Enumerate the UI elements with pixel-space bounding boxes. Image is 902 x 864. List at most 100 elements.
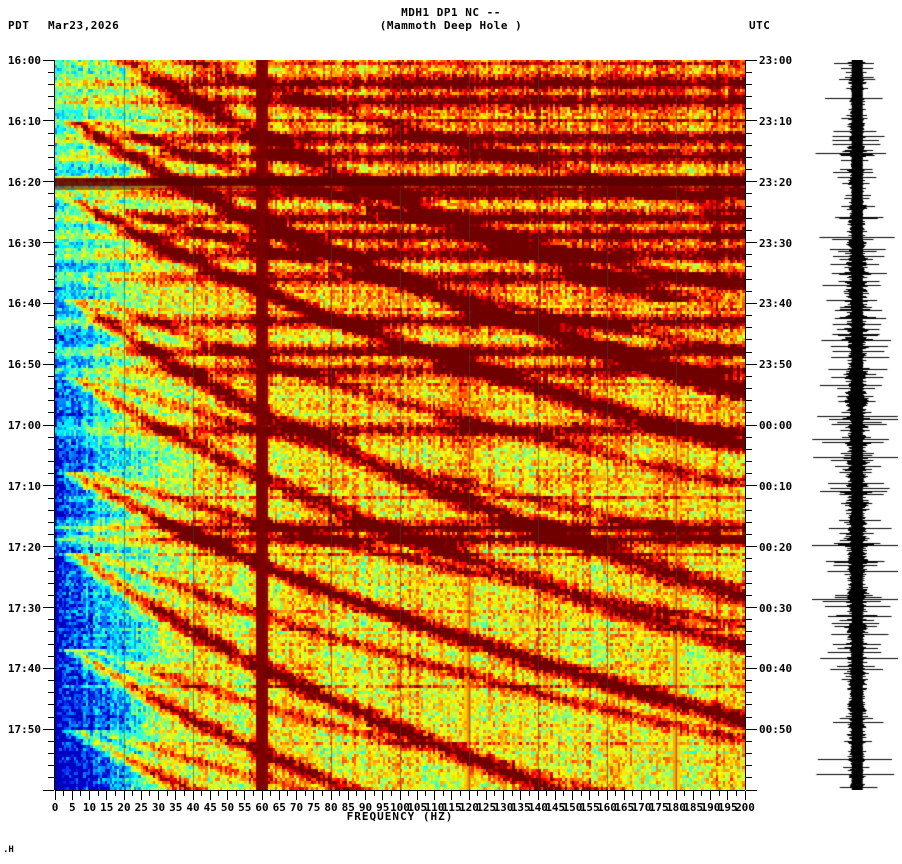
minor-tick (746, 388, 752, 389)
major-tick (746, 789, 757, 791)
minor-tick (746, 509, 752, 511)
time-label-utc: 23:50 (759, 358, 793, 372)
frequency-label: 140 (528, 801, 548, 814)
header-station-title: MDH1 DP1 NC -- (401, 6, 501, 19)
time-label-pdt: 16:20 (7, 175, 41, 189)
major-tick (43, 424, 54, 426)
frequency-label: 35 (169, 801, 183, 814)
minor-tick (48, 83, 54, 85)
minor-tick (746, 436, 752, 438)
major-tick (554, 791, 556, 800)
frequency-label: 175 (648, 801, 669, 814)
frequency-label: 170 (631, 801, 652, 814)
minor-tick (48, 558, 54, 560)
minor-tick (48, 704, 54, 706)
minor-tick (746, 229, 752, 231)
minor-tick (48, 290, 54, 292)
minor-tick (48, 753, 54, 754)
minor-tick (746, 692, 752, 694)
major-tick (572, 791, 573, 800)
major-tick (606, 791, 608, 800)
time-label-utc: 23:10 (759, 114, 793, 128)
minor-tick (356, 791, 358, 796)
minor-tick (746, 266, 752, 268)
major-tick (589, 791, 591, 800)
major-tick (746, 302, 757, 304)
minor-tick (746, 71, 752, 73)
major-tick (43, 546, 54, 548)
frequency-label: 115 (441, 801, 462, 814)
major-tick (261, 791, 263, 800)
minor-tick (425, 791, 427, 796)
frequency-label: 145 (545, 801, 566, 814)
minor-tick (48, 692, 54, 694)
minor-tick (408, 791, 410, 796)
minor-tick (48, 740, 54, 742)
minor-tick (666, 791, 668, 796)
major-tick (140, 791, 142, 800)
minor-tick (746, 558, 752, 560)
minor-tick (48, 680, 54, 681)
minor-tick (48, 436, 54, 438)
minor-tick (48, 169, 54, 170)
minor-tick (270, 791, 272, 796)
major-tick (746, 607, 757, 608)
minor-tick (48, 461, 54, 462)
minor-tick (746, 339, 752, 341)
minor-tick (304, 791, 306, 796)
time-label-utc: 00:00 (759, 419, 793, 432)
frequency-label: 55 (238, 801, 252, 814)
minor-tick (746, 631, 752, 633)
frequency-label: 15 (100, 801, 114, 814)
frequency-label: 195 (717, 801, 738, 814)
major-tick (347, 791, 349, 800)
frequency-label: 70 (289, 801, 304, 814)
corner-artifact-glyph: .H (3, 845, 14, 855)
header-timezone-right: UTC (749, 19, 771, 32)
major-tick (451, 791, 453, 800)
frequency-label: 5 (68, 801, 76, 814)
time-label-pdt: 16:10 (7, 114, 41, 128)
minor-tick (48, 631, 54, 633)
header-date: Mar23,2026 (48, 19, 120, 32)
minor-tick (48, 217, 54, 219)
minor-tick (746, 448, 752, 450)
minor-tick (48, 777, 54, 779)
minor-tick (114, 791, 116, 796)
minor-tick (477, 791, 479, 796)
frequency-label: 130 (493, 801, 514, 814)
minor-tick (746, 619, 752, 621)
minor-tick (48, 388, 54, 389)
minor-tick (48, 193, 54, 195)
minor-tick (746, 716, 752, 718)
minor-tick (80, 791, 82, 796)
minor-tick (48, 108, 54, 110)
time-label-pdt: 17:10 (7, 479, 41, 493)
minor-tick (442, 791, 444, 796)
minor-tick (746, 582, 752, 584)
spectrogram-plot[interactable] (55, 60, 745, 790)
time-label-pdt: 17:50 (7, 723, 41, 737)
minor-tick (746, 740, 752, 742)
major-tick (520, 791, 522, 800)
major-tick (43, 485, 54, 487)
minor-tick (48, 375, 54, 377)
minor-tick (746, 497, 752, 499)
minor-tick (48, 229, 54, 231)
minor-tick (746, 704, 752, 706)
minor-tick (701, 791, 703, 796)
minor-tick (615, 791, 617, 796)
frequency-label: 150 (562, 801, 583, 814)
minor-tick (48, 96, 54, 97)
minor-tick (746, 777, 752, 779)
frequency-label: 120 (459, 801, 479, 814)
minor-tick (48, 278, 54, 280)
minor-tick (48, 497, 54, 499)
minor-tick (166, 791, 168, 796)
major-tick (727, 791, 729, 800)
minor-tick (48, 315, 54, 316)
minor-tick (48, 412, 54, 414)
minor-tick (48, 351, 54, 353)
minor-tick (597, 791, 599, 796)
minor-tick (746, 351, 752, 353)
